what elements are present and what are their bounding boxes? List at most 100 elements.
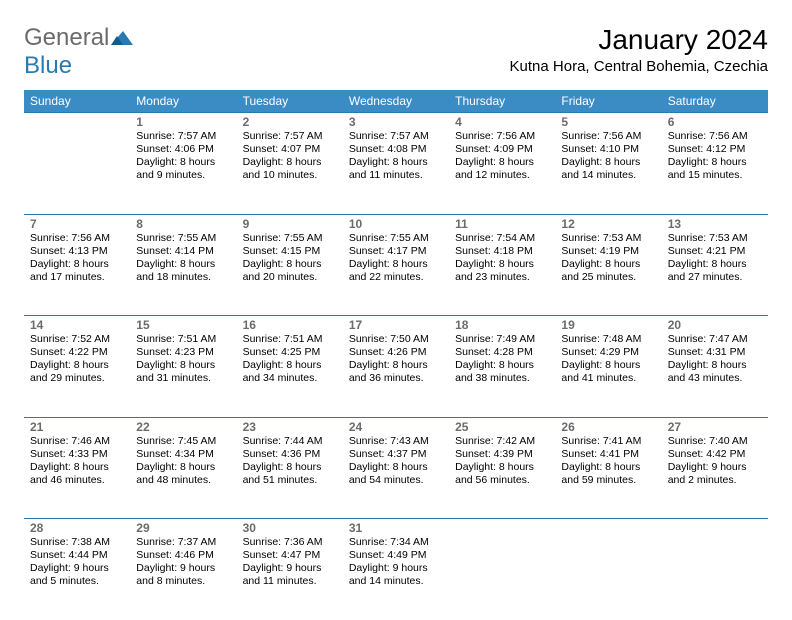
sunset-text: Sunset: 4:21 PM <box>668 245 762 258</box>
day-number: 8 <box>130 214 236 232</box>
daylight-text: and 10 minutes. <box>243 169 337 182</box>
daylight-text: Daylight: 8 hours <box>349 258 443 271</box>
weekday-header: Saturday <box>662 90 768 113</box>
daynum-row: 14151617181920 <box>24 316 768 334</box>
day-number <box>24 113 130 131</box>
day-cell: Sunrise: 7:56 AMSunset: 4:10 PMDaylight:… <box>555 130 661 214</box>
daylight-text: Daylight: 8 hours <box>349 156 443 169</box>
daylight-text: and 5 minutes. <box>30 575 124 588</box>
sunrise-text: Sunrise: 7:49 AM <box>455 333 549 346</box>
info-row: Sunrise: 7:46 AMSunset: 4:33 PM Daylight:… <box>24 435 768 519</box>
sunset-text: Sunset: 4:29 PM <box>561 346 655 359</box>
sunset-text: Sunset: 4:44 PM <box>30 549 124 562</box>
sunset-text: Sunset: 4:33 PM <box>30 448 124 461</box>
weekday-header: Tuesday <box>237 90 343 113</box>
logo-word2: Blue <box>24 52 72 79</box>
sunrise-text: Sunrise: 7:50 AM <box>349 333 443 346</box>
day-number: 20 <box>662 316 768 334</box>
daylight-text: and 27 minutes. <box>668 271 762 284</box>
header: General Blue January 2024 Kutna Hora, Ce… <box>24 24 768 80</box>
sunrise-text: Sunrise: 7:48 AM <box>561 333 655 346</box>
info-row: Sunrise: 7:57 AMSunset: 4:06 PMDaylight:… <box>24 130 768 214</box>
sunset-text: Sunset: 4:06 PM <box>136 143 230 156</box>
daylight-text: Daylight: 8 hours <box>349 359 443 372</box>
day-cell: Sunrise: 7:36 AMSunset: 4:47 PMDaylight:… <box>237 536 343 620</box>
sunset-text: Sunset: 4:41 PM <box>561 448 655 461</box>
info-row: Sunrise: 7:52 AMSunset: 4:22 PMDaylight:… <box>24 333 768 417</box>
daylight-text: and 46 minutes. <box>30 474 124 487</box>
day-cell: Sunrise: 7:57 AMSunset: 4:06 PMDaylight:… <box>130 130 236 214</box>
daylight-text: and 11 minutes. <box>243 575 337 588</box>
day-cell: Sunrise: 7:47 AMSunset: 4:31 PMDaylight:… <box>662 333 768 417</box>
daylight-text: Daylight: 8 hours <box>455 258 549 271</box>
sunset-text: Sunset: 4:46 PM <box>136 549 230 562</box>
daylight-text: Daylight: 9 hours <box>243 562 337 575</box>
daylight-text: and 25 minutes. <box>561 271 655 284</box>
daynum-row: 21222324252627 <box>24 417 768 435</box>
day-cell <box>449 536 555 620</box>
sunset-text: Sunset: 4:34 PM <box>136 448 230 461</box>
day-number: 31 <box>343 519 449 537</box>
day-number: 29 <box>130 519 236 537</box>
day-cell: Sunrise: 7:56 AMSunset: 4:12 PMDaylight:… <box>662 130 768 214</box>
sunrise-text: Sunrise: 7:43 AM <box>349 435 443 448</box>
day-cell: Sunrise: 7:46 AMSunset: 4:33 PMDaylight:… <box>24 435 130 519</box>
daylight-text: Daylight: 8 hours <box>136 156 230 169</box>
sunset-text: Sunset: 4:31 PM <box>668 346 762 359</box>
daylight-text: Daylight: 8 hours <box>455 461 549 474</box>
day-cell: Sunrise: 7:51 AMSunset: 4:25 PMDaylight:… <box>237 333 343 417</box>
day-number: 14 <box>24 316 130 334</box>
day-number: 24 <box>343 417 449 435</box>
day-cell <box>24 130 130 214</box>
sunrise-text: Sunrise: 7:53 AM <box>561 232 655 245</box>
daylight-text: Daylight: 8 hours <box>243 156 337 169</box>
day-cell: Sunrise: 7:53 AMSunset: 4:21 PMDaylight:… <box>662 232 768 316</box>
weekday-header: Monday <box>130 90 236 113</box>
daylight-text: Daylight: 8 hours <box>30 258 124 271</box>
sunset-text: Sunset: 4:22 PM <box>30 346 124 359</box>
day-number: 13 <box>662 214 768 232</box>
logo-triangle-icon <box>111 24 133 52</box>
sunrise-text: Sunrise: 7:46 AM <box>30 435 124 448</box>
sunset-text: Sunset: 4:12 PM <box>668 143 762 156</box>
daylight-text: Daylight: 8 hours <box>30 359 124 372</box>
day-cell: Sunrise: 7:37 AMSunset: 4:46 PMDaylight:… <box>130 536 236 620</box>
sunset-text: Sunset: 4:25 PM <box>243 346 337 359</box>
day-cell: Sunrise: 7:56 AMSunset: 4:13 PMDaylight:… <box>24 232 130 316</box>
daylight-text: and 17 minutes. <box>30 271 124 284</box>
day-cell: Sunrise: 7:56 AMSunset: 4:09 PMDaylight:… <box>449 130 555 214</box>
daynum-row: 78910111213 <box>24 214 768 232</box>
day-cell: Sunrise: 7:45 AMSunset: 4:34 PMDaylight:… <box>130 435 236 519</box>
daylight-text: Daylight: 9 hours <box>136 562 230 575</box>
sunset-text: Sunset: 4:17 PM <box>349 245 443 258</box>
day-number: 17 <box>343 316 449 334</box>
daylight-text: and 38 minutes. <box>455 372 549 385</box>
daylight-text: and 31 minutes. <box>136 372 230 385</box>
sunset-text: Sunset: 4:10 PM <box>561 143 655 156</box>
day-cell: Sunrise: 7:42 AMSunset: 4:39 PMDaylight:… <box>449 435 555 519</box>
daylight-text: and 11 minutes. <box>349 169 443 182</box>
sunrise-text: Sunrise: 7:37 AM <box>136 536 230 549</box>
day-cell: Sunrise: 7:49 AMSunset: 4:28 PMDaylight:… <box>449 333 555 417</box>
daylight-text: Daylight: 8 hours <box>668 258 762 271</box>
daylight-text: Daylight: 8 hours <box>243 258 337 271</box>
daylight-text: Daylight: 8 hours <box>243 359 337 372</box>
day-cell: Sunrise: 7:57 AMSunset: 4:07 PMDaylight:… <box>237 130 343 214</box>
daylight-text: Daylight: 8 hours <box>455 359 549 372</box>
sunset-text: Sunset: 4:08 PM <box>349 143 443 156</box>
daylight-text: Daylight: 8 hours <box>668 156 762 169</box>
daylight-text: Daylight: 9 hours <box>30 562 124 575</box>
day-cell: Sunrise: 7:55 AMSunset: 4:15 PMDaylight:… <box>237 232 343 316</box>
daylight-text: and 51 minutes. <box>243 474 337 487</box>
day-number: 15 <box>130 316 236 334</box>
daylight-text: Daylight: 8 hours <box>243 461 337 474</box>
day-cell <box>555 536 661 620</box>
sunrise-text: Sunrise: 7:55 AM <box>349 232 443 245</box>
sunset-text: Sunset: 4:09 PM <box>455 143 549 156</box>
day-number <box>555 519 661 537</box>
day-cell: Sunrise: 7:43 AMSunset: 4:37 PMDaylight:… <box>343 435 449 519</box>
day-number <box>662 519 768 537</box>
day-number: 16 <box>237 316 343 334</box>
sunrise-text: Sunrise: 7:38 AM <box>30 536 124 549</box>
sunset-text: Sunset: 4:14 PM <box>136 245 230 258</box>
